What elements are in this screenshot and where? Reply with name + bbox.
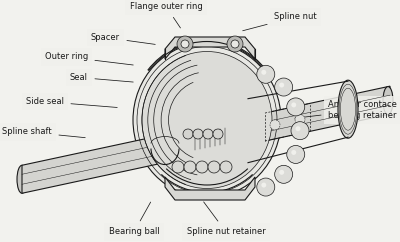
- Circle shape: [181, 40, 189, 48]
- Text: Flange outer ring: Flange outer ring: [130, 2, 202, 28]
- Polygon shape: [22, 133, 172, 193]
- Text: Seal: Seal: [70, 73, 133, 82]
- Ellipse shape: [142, 52, 272, 189]
- Circle shape: [257, 178, 275, 196]
- Text: Side seal: Side seal: [26, 97, 117, 107]
- Circle shape: [279, 83, 284, 88]
- Circle shape: [231, 40, 239, 48]
- Polygon shape: [165, 37, 255, 59]
- Circle shape: [213, 129, 223, 139]
- Circle shape: [220, 161, 232, 173]
- Circle shape: [287, 98, 305, 116]
- Circle shape: [261, 182, 266, 188]
- Polygon shape: [165, 177, 255, 200]
- Polygon shape: [245, 86, 390, 145]
- Circle shape: [287, 145, 305, 163]
- Circle shape: [279, 170, 284, 175]
- Circle shape: [208, 161, 220, 173]
- Circle shape: [183, 129, 193, 139]
- Circle shape: [291, 102, 296, 107]
- Circle shape: [291, 150, 296, 155]
- Text: Spline nut: Spline nut: [243, 12, 317, 31]
- Text: Spline shaft: Spline shaft: [2, 127, 85, 138]
- Circle shape: [172, 161, 184, 173]
- Circle shape: [270, 120, 280, 130]
- Ellipse shape: [338, 80, 358, 138]
- Circle shape: [203, 129, 213, 139]
- Text: Spline nut retainer: Spline nut retainer: [187, 202, 265, 236]
- Ellipse shape: [383, 87, 393, 114]
- Circle shape: [227, 36, 243, 52]
- Text: Outer ring: Outer ring: [45, 52, 133, 65]
- Circle shape: [291, 122, 309, 140]
- Circle shape: [196, 161, 208, 173]
- Ellipse shape: [133, 43, 281, 197]
- Circle shape: [261, 70, 266, 75]
- Text: Angular contace
bearing retainer: Angular contace bearing retainer: [295, 100, 397, 120]
- Ellipse shape: [17, 165, 27, 193]
- Circle shape: [275, 78, 293, 96]
- Circle shape: [296, 126, 300, 131]
- Text: Spacer: Spacer: [91, 33, 155, 44]
- Circle shape: [295, 114, 305, 124]
- Circle shape: [177, 36, 193, 52]
- Circle shape: [184, 161, 196, 173]
- Circle shape: [275, 165, 293, 183]
- Circle shape: [193, 129, 203, 139]
- Text: Bearing ball: Bearing ball: [109, 202, 159, 236]
- Circle shape: [257, 65, 275, 83]
